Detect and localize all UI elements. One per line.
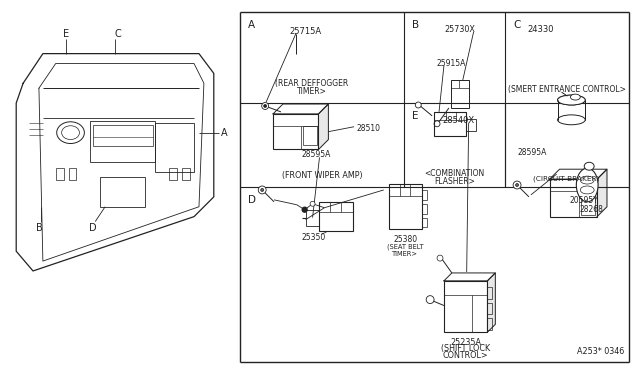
Text: B: B (412, 20, 419, 30)
Text: 20595Y: 20595Y (570, 196, 598, 205)
Text: (CIRCUIT BRAKER): (CIRCUIT BRAKER) (533, 176, 600, 182)
Text: 25715A: 25715A (290, 28, 322, 36)
Text: E: E (412, 111, 419, 121)
Text: C: C (513, 20, 520, 30)
Text: C: C (115, 29, 122, 39)
Text: A253* 0346: A253* 0346 (577, 347, 625, 356)
Circle shape (426, 296, 434, 304)
Bar (154, 123, 194, 172)
Polygon shape (557, 100, 585, 120)
Bar (319, 202, 353, 231)
Circle shape (434, 121, 440, 127)
Circle shape (513, 181, 521, 189)
Text: 25730X: 25730X (445, 25, 476, 35)
Bar (100, 177, 145, 207)
Text: 28268: 28268 (579, 205, 603, 214)
Ellipse shape (557, 115, 585, 125)
Circle shape (415, 102, 421, 108)
Bar (488, 287, 492, 299)
Polygon shape (550, 169, 607, 179)
Polygon shape (319, 104, 328, 150)
Ellipse shape (61, 126, 79, 140)
Bar (170, 168, 177, 180)
Circle shape (258, 186, 266, 194)
Bar (273, 114, 319, 150)
Text: 25235A: 25235A (450, 337, 481, 347)
Bar (56, 168, 63, 180)
Polygon shape (444, 273, 495, 281)
Ellipse shape (557, 95, 585, 105)
Text: D: D (90, 224, 97, 234)
Text: (FRONT WIPER AMP): (FRONT WIPER AMP) (282, 171, 363, 180)
Bar (422, 190, 427, 200)
Text: A: A (248, 20, 255, 30)
Text: TIMER>: TIMER> (392, 251, 419, 257)
Text: (REAR DEFFOGGER: (REAR DEFFOGGER (275, 79, 348, 88)
Text: 25380: 25380 (394, 235, 417, 244)
Bar (550, 179, 597, 217)
Text: (SEAT BELT: (SEAT BELT (387, 244, 424, 250)
Text: 28510: 28510 (356, 124, 380, 133)
Polygon shape (488, 273, 495, 332)
Text: (SHIFT LOCK: (SHIFT LOCK (441, 343, 490, 353)
Circle shape (302, 207, 307, 212)
Text: 25350: 25350 (301, 233, 326, 242)
Bar (303, 126, 317, 145)
Text: TIMER>: TIMER> (297, 87, 326, 96)
Ellipse shape (584, 162, 594, 170)
Bar (434, 112, 466, 136)
Bar (466, 119, 476, 131)
Polygon shape (319, 104, 328, 150)
Ellipse shape (57, 122, 84, 144)
Bar (451, 80, 468, 108)
Text: B: B (36, 224, 42, 234)
Bar (182, 168, 190, 180)
Circle shape (260, 189, 264, 192)
Circle shape (516, 183, 518, 186)
Bar (93, 125, 152, 147)
Text: (SMERT ENTRANCE CONTROL>: (SMERT ENTRANCE CONTROL> (508, 85, 625, 94)
Ellipse shape (577, 168, 598, 202)
Text: FLASHER>: FLASHER> (435, 177, 476, 186)
Text: A: A (221, 128, 228, 138)
Circle shape (437, 255, 443, 261)
Text: 28595A: 28595A (517, 148, 547, 157)
Bar (388, 184, 422, 230)
Circle shape (264, 105, 267, 108)
Polygon shape (273, 104, 328, 114)
Circle shape (310, 201, 315, 206)
Bar (488, 302, 492, 314)
Bar (68, 168, 76, 180)
Text: 25915A: 25915A (436, 59, 465, 68)
Text: 28595A: 28595A (301, 150, 331, 159)
Circle shape (262, 103, 269, 109)
Bar (581, 193, 595, 215)
Ellipse shape (570, 94, 580, 100)
Bar (488, 318, 492, 330)
Text: 28540X: 28540X (443, 116, 475, 125)
Text: <COMBINATION: <COMBINATION (425, 169, 485, 178)
Polygon shape (597, 169, 607, 217)
Text: CONTROL>: CONTROL> (443, 352, 488, 360)
Text: D: D (248, 195, 257, 205)
Bar (90, 121, 154, 162)
Bar (306, 210, 319, 225)
Text: 24330: 24330 (527, 25, 554, 35)
Bar (422, 204, 427, 214)
Ellipse shape (557, 95, 585, 105)
Text: E: E (63, 29, 68, 39)
Bar (422, 218, 427, 228)
Bar (444, 281, 488, 332)
